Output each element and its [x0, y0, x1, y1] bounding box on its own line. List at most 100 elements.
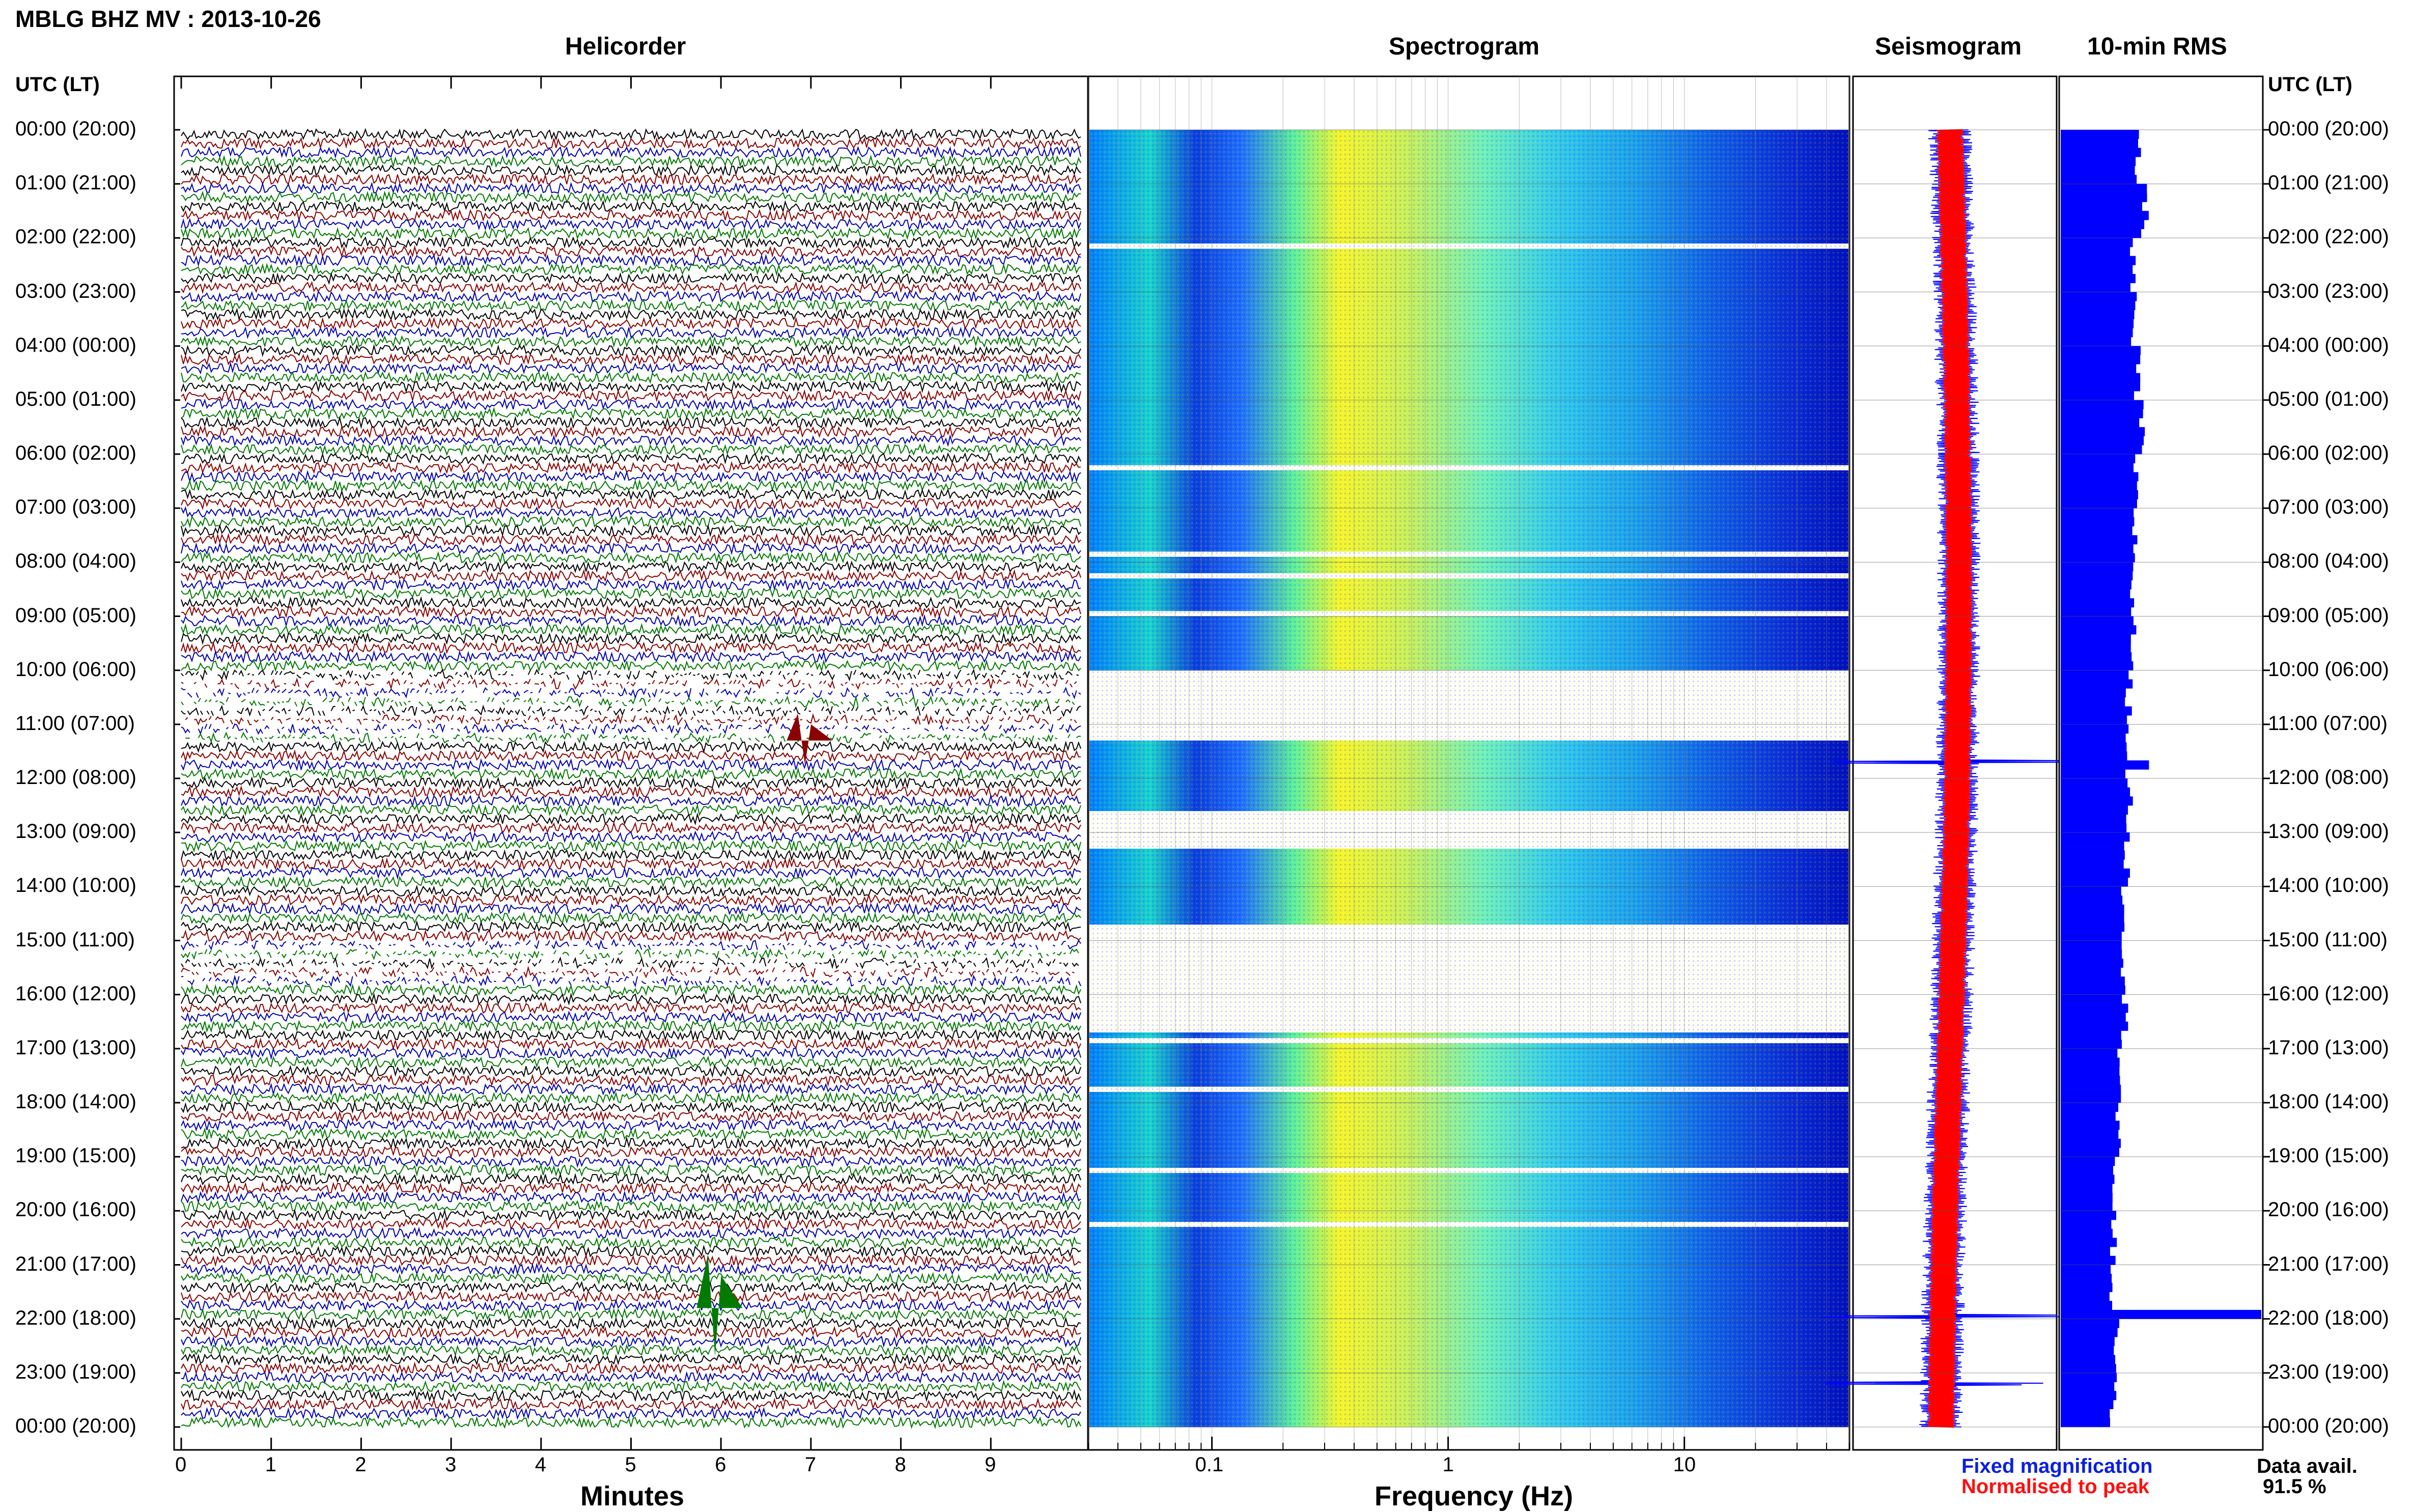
helicorder-trace [185, 732, 1081, 744]
helicorder-trace [181, 920, 1081, 934]
helicorder-trace [181, 1343, 1081, 1357]
left-time-label: 03:00 (23:00) [15, 279, 136, 302]
minute-tick-label: 0 [175, 1453, 187, 1476]
rms-bar [2061, 589, 2130, 599]
helicorder-trace [181, 902, 1081, 916]
helicorder-trace [181, 812, 1081, 826]
rms-bar [2061, 931, 2122, 941]
minute-tick-label: 9 [985, 1453, 996, 1476]
left-time-label: 06:00 (02:00) [15, 442, 136, 464]
left-time-label: 08:00 (04:00) [15, 550, 136, 573]
rms-bar [2061, 1157, 2115, 1166]
helicorder-trace [181, 190, 1081, 204]
rms-bar [2061, 1382, 2115, 1391]
rms-bar [2061, 355, 2141, 365]
helicorder-trace [181, 722, 1081, 736]
rms-bar [2061, 265, 2133, 274]
rms-bar [2061, 985, 2125, 995]
rms-bar [2061, 706, 2132, 716]
helicorder-trace [181, 434, 1081, 447]
left-time-label: 10:00 (06:00) [15, 658, 136, 681]
helicorder-trace [181, 875, 1081, 889]
left-time-label: 01:00 (21:00) [15, 172, 136, 194]
rms-bar [2061, 1201, 2113, 1211]
left-time-label: 19:00 (15:00) [15, 1144, 136, 1167]
rms-bar [2061, 841, 2124, 851]
helicorder-trace [181, 290, 1081, 303]
rms-bar [2061, 895, 2123, 905]
rms-bar [2061, 229, 2142, 238]
rms-bar [2061, 1067, 2120, 1076]
frequency-tick-label: 1 [1442, 1453, 1454, 1476]
rms-bar [2061, 409, 2143, 418]
right-time-label: 15:00 (11:00) [2268, 928, 2388, 951]
rms-bar [2061, 1111, 2116, 1121]
rms-bar [2061, 1337, 2115, 1347]
rms-bar [2061, 868, 2130, 878]
left-time-label: 20:00 (16:00) [15, 1198, 136, 1221]
helicorder-trace [181, 749, 1081, 763]
helicorder-trace [181, 1226, 1081, 1240]
rms-bar [2061, 157, 2136, 166]
rms-bar [2061, 436, 2144, 445]
right-time-label: 06:00 (02:00) [2268, 442, 2389, 464]
helicorder-trace [181, 1109, 1081, 1123]
helicorder-trace [181, 560, 1081, 574]
rms-bar [2061, 418, 2140, 428]
left-time-label: 21:00 (17:00) [15, 1252, 136, 1275]
right-time-label: 18:00 (14:00) [2268, 1090, 2389, 1113]
helicorder-trace [181, 1055, 1081, 1069]
helicorder-trace [181, 136, 1081, 150]
helicorder-trace [181, 488, 1081, 502]
right-time-label: 11:00 (07:00) [2268, 712, 2388, 735]
helicorder-trace [181, 1172, 1081, 1186]
rms-bar [2061, 688, 2126, 698]
helicorder-trace [181, 938, 1081, 951]
rms-bar [2061, 1048, 2118, 1058]
rms-bar [2061, 715, 2127, 725]
right-time-label: 00:00 (20:00) [2268, 1415, 2389, 1437]
helicorder-trace [181, 983, 1081, 997]
rms-bar [2061, 256, 2136, 265]
helicorder-trace [181, 614, 1081, 628]
helicorder-trace [181, 569, 1081, 582]
left-axis-title: UTC (LT) [15, 73, 100, 96]
rms-bar [2061, 994, 2122, 1004]
helicorder-trace [181, 884, 1081, 898]
left-time-label: 22:00 (18:00) [15, 1306, 136, 1329]
right-time-label: 17:00 (13:00) [2268, 1036, 2389, 1059]
helicorder-trace [181, 1326, 1081, 1339]
rms-bar [2061, 958, 2123, 968]
rms-bar [2061, 472, 2139, 482]
helicorder-trace [181, 1272, 1081, 1285]
spectrogram-panel [1087, 75, 1850, 1451]
helicorder-trace [181, 1217, 1081, 1231]
helicorder-trace [181, 200, 1081, 213]
helicorder-trace [181, 389, 1081, 403]
rms-bar [2061, 1138, 2121, 1148]
left-time-label: 05:00 (01:00) [15, 387, 136, 410]
helicorder-trace [181, 1244, 1081, 1258]
helicorder-trace [181, 415, 1081, 429]
helicorder-trace [181, 1011, 1081, 1024]
helicorder-trace [181, 254, 1081, 267]
rms-bar [2061, 859, 2124, 869]
helicorder-trace [181, 1163, 1081, 1177]
rms-bar [2061, 661, 2134, 671]
helicorder-trace [181, 839, 1081, 853]
helicorder-event [696, 1254, 743, 1357]
helicorder-trace [181, 1388, 1081, 1403]
helicorder-trace [181, 803, 1081, 817]
helicorder-trace [181, 1317, 1081, 1330]
helicorder-trace [181, 272, 1081, 285]
rms-bar [2061, 1265, 2111, 1274]
helicorder-trace [181, 298, 1081, 313]
helicorder-trace [181, 992, 1081, 1006]
rms-bar [2061, 679, 2133, 689]
helicorder-trace [181, 128, 1081, 141]
left-time-label: 12:00 (08:00) [15, 766, 136, 789]
helicorder-trace [181, 641, 1081, 655]
right-time-label: 20:00 (16:00) [2268, 1198, 2389, 1221]
helicorder-trace [181, 1307, 1081, 1321]
data-avail-value: 91.5 % [2263, 1475, 2326, 1498]
